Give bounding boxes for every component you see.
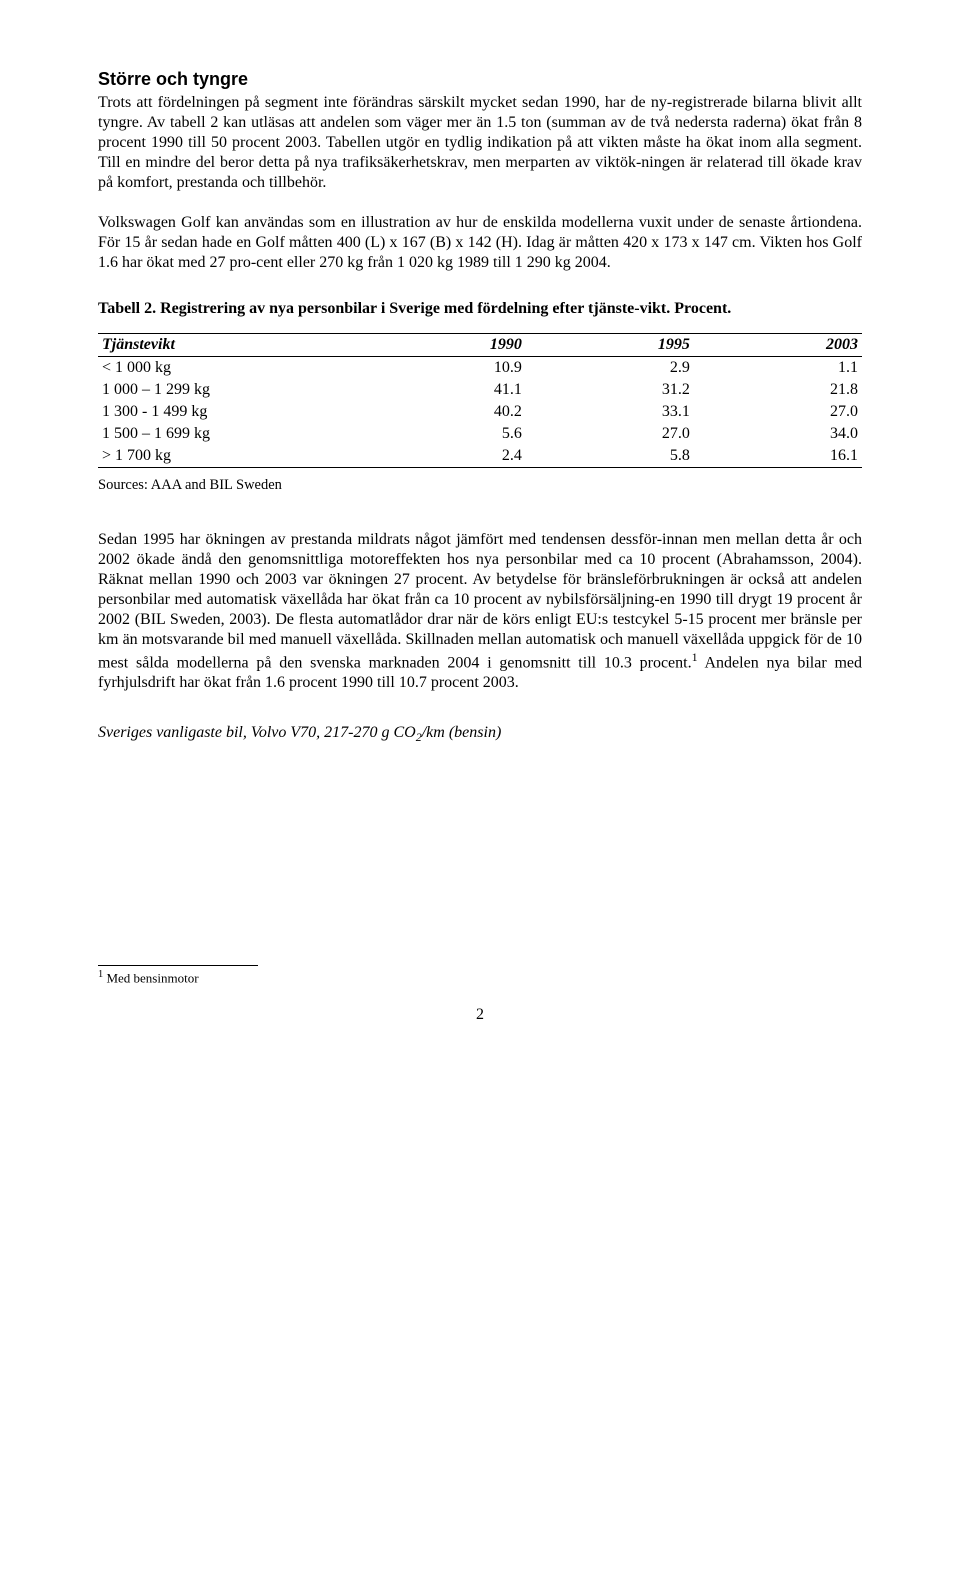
table-row: < 1 000 kg 10.9 2.9 1.1 <box>98 356 862 379</box>
table-cell: 1.1 <box>694 356 862 379</box>
table-cell: 21.8 <box>694 379 862 401</box>
table-caption: Tabell 2. Registrering av nya personbila… <box>98 299 862 319</box>
italic-pre: Sveriges vanligaste bil, Volvo V70, 217-… <box>98 724 416 741</box>
footnote-text: Med bensinmotor <box>103 970 198 985</box>
table-cell: 2.9 <box>526 356 694 379</box>
paragraph-1: Trots att fördelningen på segment inte f… <box>98 93 862 193</box>
table-cell: 1 000 – 1 299 kg <box>98 379 358 401</box>
italic-post: /km (bensin) <box>422 724 502 741</box>
table-cell: 40.2 <box>358 401 526 423</box>
table-cell: 1 300 - 1 499 kg <box>98 401 358 423</box>
table-header: 1995 <box>526 333 694 356</box>
table-cell: 31.2 <box>526 379 694 401</box>
table-cell: < 1 000 kg <box>98 356 358 379</box>
table-cell: 5.8 <box>526 445 694 468</box>
footnote: 1 Med bensinmotor <box>98 968 862 987</box>
table-header: 2003 <box>694 333 862 356</box>
section-heading: Större och tyngre <box>98 68 862 91</box>
table-cell: 2.4 <box>358 445 526 468</box>
table-header: 1990 <box>358 333 526 356</box>
paragraph-2: Volkswagen Golf kan användas som en illu… <box>98 213 862 273</box>
table-cell: 34.0 <box>694 423 862 445</box>
table-cell: 33.1 <box>526 401 694 423</box>
footnote-rule <box>98 965 258 966</box>
table-row: > 1 700 kg 2.4 5.8 16.1 <box>98 445 862 468</box>
table-cell: 1 500 – 1 699 kg <box>98 423 358 445</box>
paragraph-3: Sedan 1995 har ökningen av prestanda mil… <box>98 530 862 693</box>
table-cell: 16.1 <box>694 445 862 468</box>
table-cell: 5.6 <box>358 423 526 445</box>
italic-example-line: Sveriges vanligaste bil, Volvo V70, 217-… <box>98 723 862 745</box>
table-cell: 27.0 <box>694 401 862 423</box>
weight-distribution-table: Tjänstevikt 1990 1995 2003 < 1 000 kg 10… <box>98 333 862 468</box>
table-row: 1 000 – 1 299 kg 41.1 31.2 21.8 <box>98 379 862 401</box>
table-cell: 10.9 <box>358 356 526 379</box>
table-sources: Sources: AAA and BIL Sweden <box>98 476 862 494</box>
table-cell: > 1 700 kg <box>98 445 358 468</box>
table-cell: 41.1 <box>358 379 526 401</box>
table-row: 1 300 - 1 499 kg 40.2 33.1 27.0 <box>98 401 862 423</box>
table-cell: 27.0 <box>526 423 694 445</box>
table-row: 1 500 – 1 699 kg 5.6 27.0 34.0 <box>98 423 862 445</box>
paragraph-3-text-a: Sedan 1995 har ökningen av prestanda mil… <box>98 531 862 671</box>
page-number: 2 <box>98 1005 862 1025</box>
table-header: Tjänstevikt <box>98 333 358 356</box>
table-header-row: Tjänstevikt 1990 1995 2003 <box>98 333 862 356</box>
